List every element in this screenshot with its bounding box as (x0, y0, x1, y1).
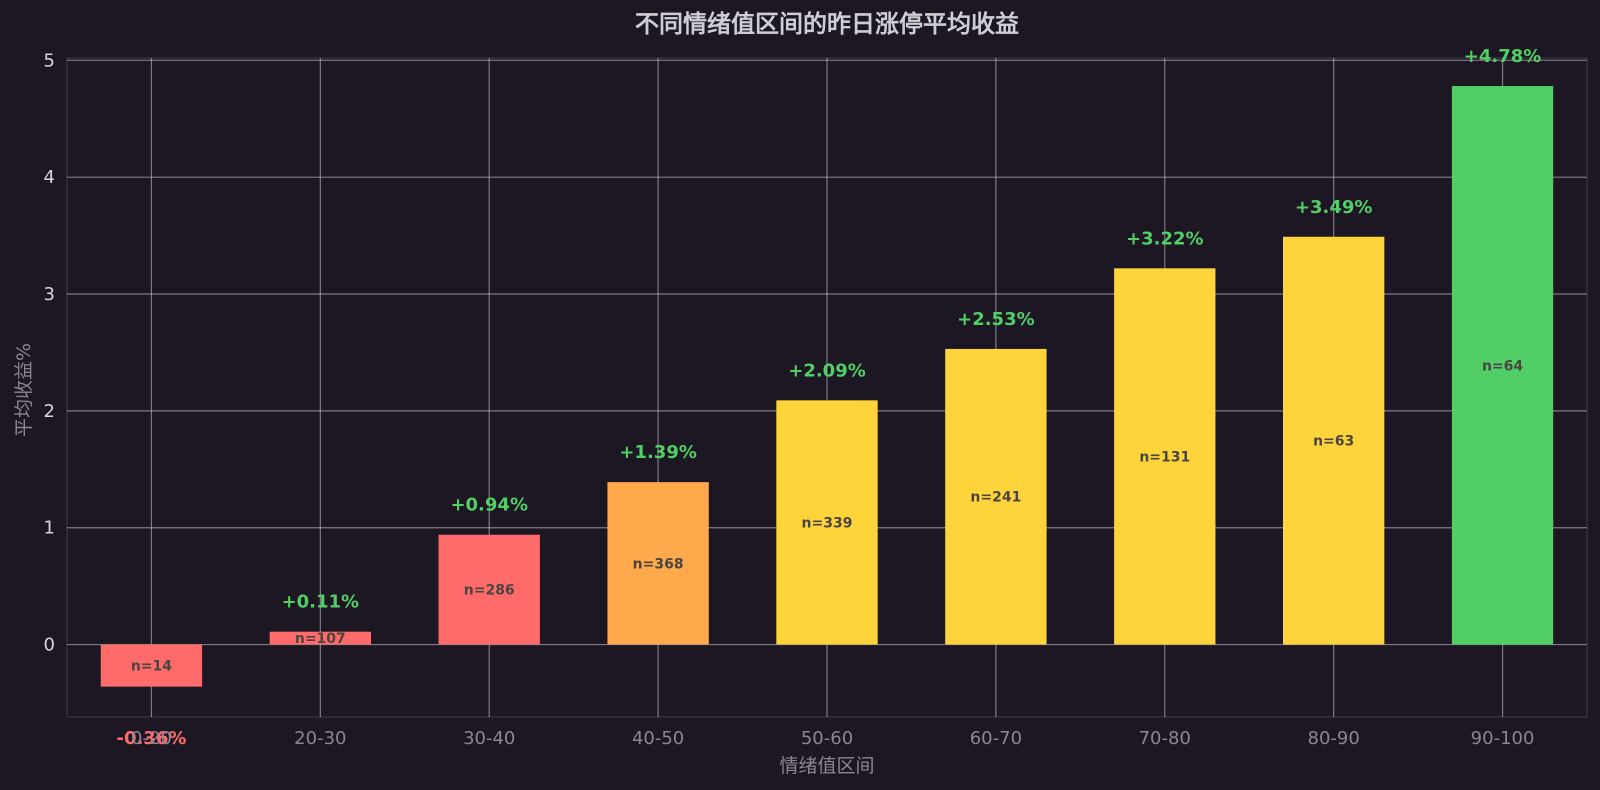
count-label: n=14 (131, 659, 172, 675)
bar-30-40 (438, 534, 540, 645)
bar-90-100 (1451, 86, 1554, 645)
x-tick-label: 60-70 (970, 728, 1022, 749)
count-label: n=64 (1482, 358, 1523, 374)
count-label: n=286 (464, 583, 515, 599)
value-label: +2.09% (788, 360, 866, 381)
bar-layer (100, 86, 1554, 687)
chart-title: 不同情绪值区间的昨日涨停平均收益 (635, 10, 1019, 38)
y-tick-label: 5 (44, 50, 55, 71)
x-tick-label: 90-100 (1471, 728, 1535, 749)
x-tick-label: 0-20 (131, 728, 172, 749)
value-label: -0.36% (116, 728, 186, 749)
x-axis-label: 情绪值区间 (779, 755, 874, 777)
y-tick-label: 3 (44, 284, 55, 305)
x-tick-label: 40-50 (632, 728, 684, 749)
x-tick-label: 20-30 (294, 728, 346, 749)
y-tick-label: 1 (44, 518, 55, 539)
label-layer: -0.36% n=14 +0.11% n=107 +0.94% n=286 +1.39% n=… (116, 46, 1541, 749)
count-label: n=131 (1139, 449, 1190, 465)
count-label: n=339 (802, 515, 853, 531)
bar-40-50 (607, 482, 709, 645)
value-label: +4.78% (1464, 46, 1542, 67)
bar-70-80 (1114, 268, 1216, 645)
x-tick-label: 30-40 (463, 728, 515, 749)
bar-60-70 (945, 348, 1047, 645)
value-label: +1.39% (619, 442, 697, 463)
y-tick-label: 0 (44, 635, 55, 656)
y-tick-label: 2 (44, 401, 55, 422)
count-label: n=63 (1313, 434, 1354, 450)
bar-20-30 (269, 631, 371, 645)
count-label: n=368 (633, 556, 684, 572)
value-label: +3.49% (1295, 197, 1373, 218)
value-label: +0.94% (450, 495, 528, 516)
value-label: +3.22% (1126, 228, 1204, 249)
x-tick-label: 50-60 (801, 728, 853, 749)
count-label: n=241 (970, 490, 1021, 506)
tick-layer: 0 1 2 3 4 5 0-20 20-30 30-40 40-50 50-60 60-70 70-80… (44, 50, 1535, 749)
value-label: +0.11% (282, 592, 360, 613)
count-label: n=107 (295, 631, 346, 647)
x-tick-label: 70-80 (1139, 728, 1191, 749)
bar-50-60 (776, 400, 878, 645)
bar-80-90 (1283, 236, 1385, 645)
y-axis-label: 平均收益% (13, 343, 35, 437)
value-label: +2.53% (957, 309, 1035, 330)
y-tick-label: 4 (44, 167, 55, 188)
x-tick-label: 80-90 (1308, 728, 1360, 749)
bar-0-20 (100, 644, 203, 687)
